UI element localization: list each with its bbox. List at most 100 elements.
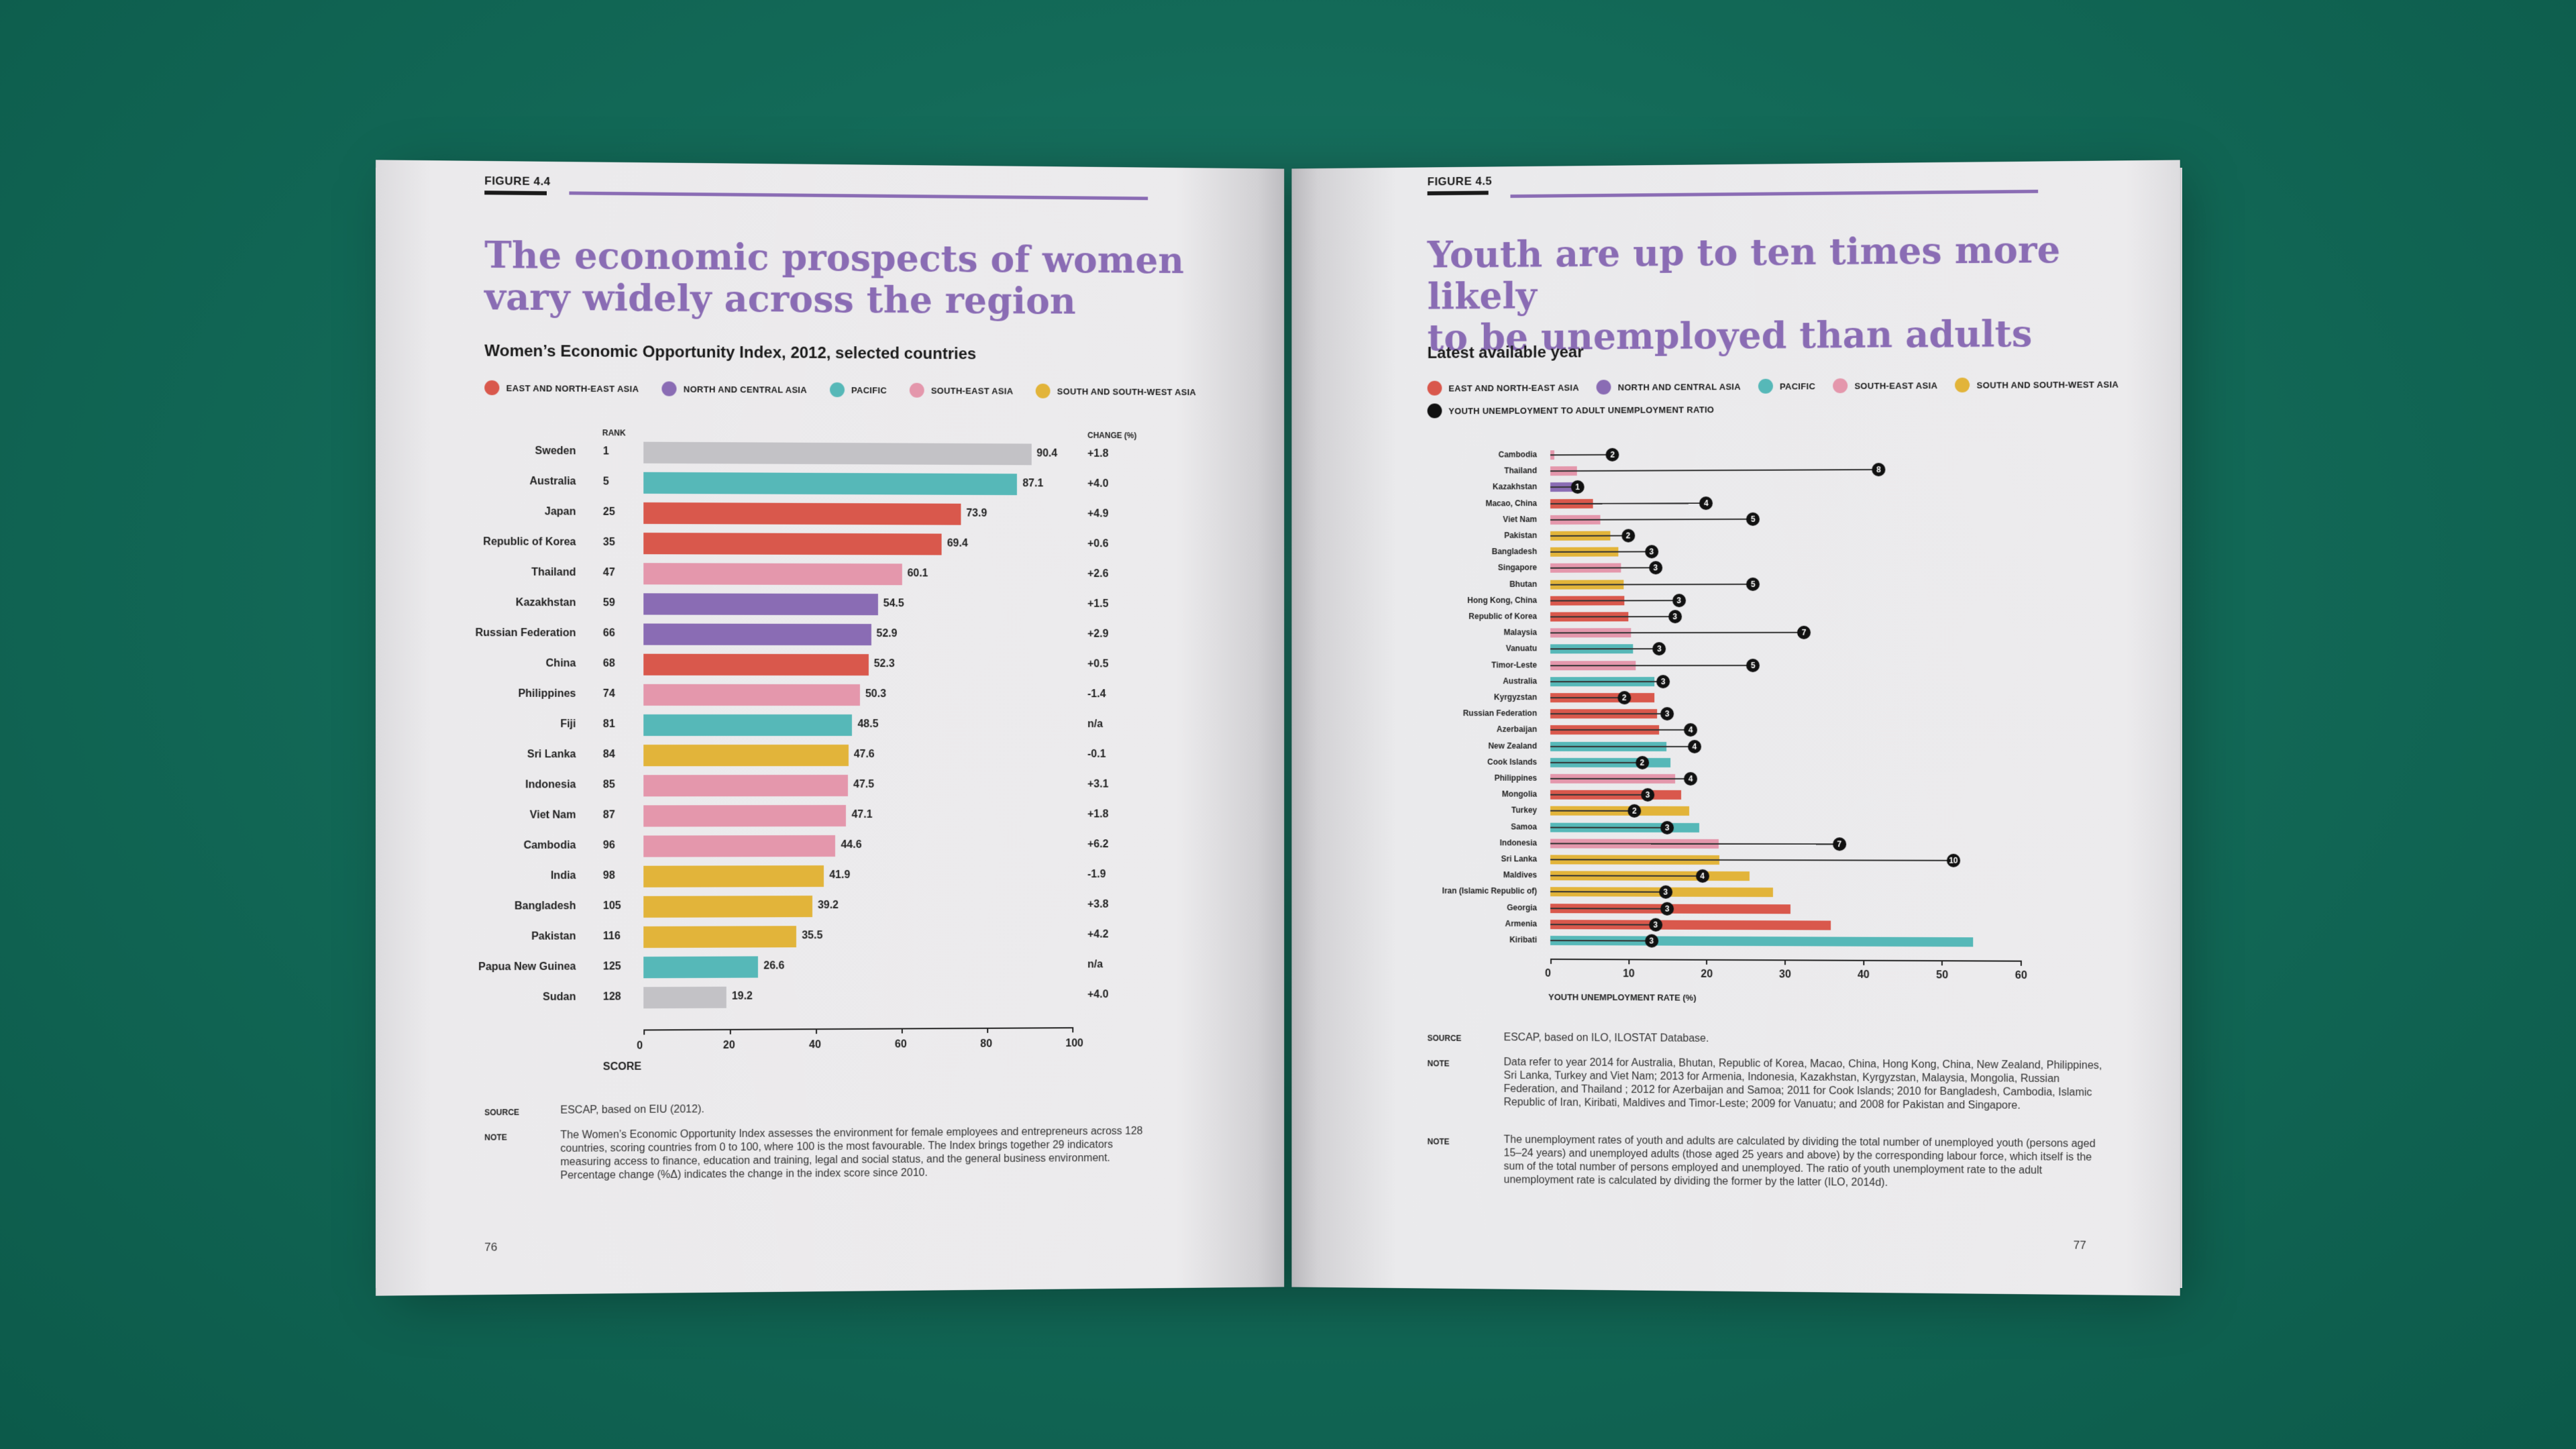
- bar-value-label: 48.5: [857, 718, 879, 730]
- change-value: n/a: [1087, 718, 1103, 730]
- ratio-connector: [1550, 777, 1691, 780]
- country-label: Turkey: [1511, 805, 1538, 815]
- ratio-marker: 3: [1658, 885, 1672, 900]
- x-tick-label: 20: [722, 1039, 735, 1051]
- figure-label-underline: [1427, 191, 1489, 196]
- x-axis-tick-mark: [816, 1028, 818, 1034]
- rank-value: 81: [602, 718, 615, 731]
- country-label: New Zealand: [1488, 741, 1538, 751]
- country-label: Georgia: [1507, 902, 1538, 912]
- change-value: +6.2: [1087, 839, 1109, 851]
- country-label: Cambodia: [1498, 449, 1538, 460]
- x-tick-label: 10: [1623, 968, 1635, 980]
- ratio-connector: [1550, 567, 1656, 570]
- change-column-header: CHANGE (%): [1087, 430, 1137, 441]
- bar-value-label: 35.5: [802, 930, 823, 942]
- x-axis-tick-mark: [1862, 959, 1864, 965]
- legend-item: PACIFIC: [1758, 378, 1815, 394]
- x-axis-tick-mark: [643, 1029, 645, 1035]
- change-value: +3.8: [1087, 898, 1109, 910]
- country-label: Bhutan: [1509, 579, 1538, 589]
- change-value: +4.0: [1087, 989, 1109, 1001]
- x-tick-label: 40: [1857, 969, 1870, 981]
- ratio-marker: 4: [1695, 869, 1709, 883]
- x-tick-label: 20: [1701, 968, 1713, 981]
- score-bar: [643, 865, 824, 888]
- x-axis-tick-mark: [1784, 959, 1786, 965]
- bar-value-label: 52.9: [876, 628, 898, 640]
- bar-value-label: 19.2: [731, 990, 753, 1002]
- score-bar: [643, 896, 812, 918]
- x-axis-tick-mark: [1550, 959, 1552, 965]
- region-legend: EAST AND NORTH-EAST ASIA NORTH AND CENTRA…: [484, 380, 1196, 399]
- country-label: Malaysia: [1503, 627, 1538, 637]
- x-axis-tick-mark: [1628, 959, 1630, 965]
- score-axis-label: SCORE: [602, 1061, 642, 1073]
- legend-label: EAST AND NORTH-EAST ASIA: [1448, 382, 1579, 393]
- rank-value: 25: [602, 506, 615, 518]
- ratio-marker: 7: [1832, 837, 1846, 851]
- score-bar: [643, 804, 847, 827]
- country-label: Mongolia: [1501, 789, 1538, 799]
- score-bar: [643, 835, 836, 857]
- country-label: Macao, China: [1485, 498, 1538, 508]
- ratio-marker: 2: [1605, 447, 1619, 462]
- page-title-line1: The economic prospects of women: [484, 233, 1185, 282]
- ratio-marker: 2: [1617, 691, 1631, 705]
- country-label: Fiji: [560, 718, 576, 731]
- ratio-marker: 3: [1644, 934, 1658, 948]
- change-value: -0.1: [1087, 748, 1106, 760]
- change-value: -1.9: [1087, 869, 1106, 880]
- country-label: Bangladesh: [514, 900, 576, 912]
- ratio-connector: [1550, 453, 1613, 456]
- legend-label: SOUTH-EAST ASIA: [930, 385, 1014, 396]
- score-bar: [643, 563, 902, 586]
- rank-value: 128: [602, 991, 621, 1003]
- change-value: +0.5: [1087, 658, 1109, 670]
- region-dot-icon: [1427, 380, 1442, 396]
- country-label: Singapore: [1497, 563, 1538, 573]
- region-dot-icon: [1955, 377, 1970, 393]
- note1-key: NOTE: [1427, 1059, 1450, 1069]
- rank-value: 68: [602, 657, 615, 669]
- change-value: -1.4: [1087, 688, 1106, 700]
- bar-value-label: 50.3: [865, 688, 886, 700]
- country-label: Azerbaijan: [1496, 724, 1538, 735]
- ratio-marker: 7: [1797, 625, 1811, 640]
- ratio-connector: [1550, 535, 1629, 537]
- rank-value: 1: [602, 445, 609, 458]
- bar-value-label: 47.5: [853, 778, 875, 790]
- ratio-connector: [1550, 599, 1679, 602]
- legend-label: EAST AND NORTH-EAST ASIA: [506, 382, 639, 394]
- x-axis-tick-mark: [1941, 960, 1943, 966]
- rank-value: 47: [602, 567, 615, 579]
- source-key: SOURCE: [1427, 1033, 1462, 1043]
- ratio-marker: 3: [1672, 593, 1686, 607]
- bar-value-label: 54.5: [883, 598, 904, 610]
- legend-item-ratio: YOUTH UNEMPLOYMENT TO ADULT UNEMPLOYMENT…: [1427, 402, 1715, 419]
- ratio-marker: 3: [1641, 788, 1655, 802]
- ratio-connector: [1550, 697, 1625, 699]
- youth-unemployment-chart: [1291, 160, 2180, 168]
- legend-label: YOUTH UNEMPLOYMENT TO ADULT UNEMPLOYMENT…: [1448, 404, 1715, 416]
- chart-subtitle: Latest available year: [1427, 343, 1584, 362]
- country-label: Russian Federation: [475, 627, 576, 639]
- country-label: Armenia: [1505, 918, 1538, 928]
- ratio-marker: 4: [1687, 739, 1701, 753]
- country-label: Samoa: [1511, 822, 1538, 832]
- ratio-connector: [1550, 648, 1660, 650]
- country-label: Pakistan: [531, 930, 576, 943]
- change-value: +4.0: [1087, 478, 1109, 490]
- source-text: ESCAP, based on ILO, ILOSTAT Database.: [1503, 1032, 1709, 1044]
- bar-value-label: 41.9: [829, 869, 851, 881]
- figure-label: FIGURE 4.4: [484, 174, 551, 189]
- ratio-connector: [1550, 518, 1754, 521]
- legend-item: SOUTH AND SOUTH-WEST ASIA: [1036, 383, 1196, 399]
- country-label: Pakistan: [1504, 531, 1538, 541]
- score-bar: [643, 956, 759, 979]
- ratio-marker: 5: [1746, 512, 1760, 526]
- ratio-connector: [1550, 583, 1754, 586]
- change-value: +1.5: [1087, 598, 1109, 610]
- country-label: Thailand: [531, 566, 576, 579]
- rank-value: 125: [602, 961, 621, 973]
